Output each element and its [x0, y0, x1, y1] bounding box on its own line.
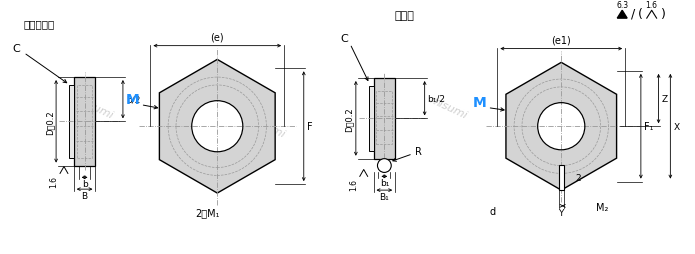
Text: 1.6: 1.6: [646, 1, 657, 10]
Text: b₁/2: b₁/2: [427, 94, 445, 103]
Text: 2: 2: [575, 173, 581, 182]
Text: (: (: [637, 8, 642, 21]
Text: 螺栓型: 螺栓型: [394, 11, 414, 21]
Text: ): ): [661, 8, 666, 21]
Text: (e1): (e1): [551, 36, 571, 45]
Text: b/2: b/2: [126, 95, 140, 104]
Circle shape: [538, 103, 585, 150]
Text: 6.3: 6.3: [616, 1, 628, 10]
Text: (e): (e): [211, 33, 224, 42]
Text: Y: Y: [559, 208, 564, 217]
Polygon shape: [617, 11, 627, 19]
Text: M₂: M₂: [596, 202, 609, 212]
Bar: [368, 87, 373, 151]
Text: B₁: B₁: [379, 192, 389, 201]
Text: 2－M₁: 2－M₁: [195, 207, 220, 217]
Text: 1.6: 1.6: [49, 176, 58, 188]
Text: M: M: [473, 95, 486, 109]
Text: /: /: [631, 8, 635, 21]
Text: misumi: misumi: [246, 114, 287, 140]
Text: R: R: [415, 146, 422, 156]
Text: Z: Z: [662, 95, 668, 104]
Bar: [76, 86, 92, 158]
Text: C: C: [12, 43, 19, 53]
Text: X: X: [673, 122, 680, 131]
Text: F: F: [306, 122, 312, 132]
Text: misumi: misumi: [555, 123, 596, 150]
Text: 1.6: 1.6: [349, 179, 358, 190]
Text: F₁: F₁: [644, 122, 653, 132]
Text: D－0.2: D－0.2: [345, 107, 354, 131]
Text: b₁: b₁: [379, 179, 389, 188]
Text: B: B: [81, 191, 88, 200]
Circle shape: [377, 159, 391, 173]
Text: C: C: [340, 34, 348, 44]
Bar: [74, 78, 95, 166]
Bar: [559, 165, 564, 190]
Text: D－0.2: D－0.2: [45, 109, 54, 134]
Text: 止动螺丝型: 止动螺丝型: [24, 19, 55, 29]
Text: misumi: misumi: [427, 94, 469, 120]
Bar: [69, 86, 74, 158]
Text: b: b: [82, 180, 88, 188]
Text: d: d: [489, 206, 496, 216]
Polygon shape: [506, 63, 616, 190]
Circle shape: [192, 101, 243, 152]
Text: M: M: [126, 92, 140, 106]
Text: misumi: misumi: [74, 94, 115, 120]
Bar: [373, 79, 395, 159]
Bar: [377, 91, 392, 144]
Polygon shape: [159, 60, 275, 193]
